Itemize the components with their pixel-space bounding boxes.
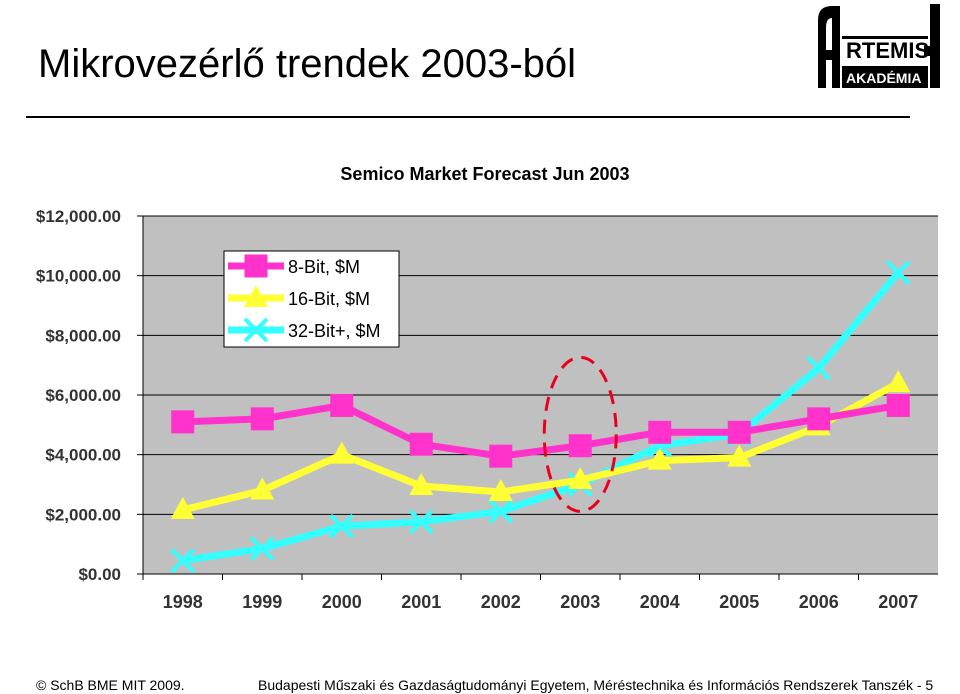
data-point-x [408, 509, 434, 535]
x-tick-label: 2001 [401, 592, 441, 612]
x-tick-label: 2000 [322, 592, 362, 612]
footer-copyright: © SchB BME MIT 2009. [36, 677, 185, 693]
data-point-triangle [647, 447, 672, 470]
data-point-triangle [727, 444, 752, 467]
data-point-x [170, 548, 196, 573]
data-point-square [250, 407, 274, 431]
data-point-triangle [170, 496, 195, 519]
footer-institution: Budapesti Műszaki és Gazdaságtudományi E… [258, 677, 934, 693]
data-point-triangle [244, 285, 268, 307]
data-point-triangle [488, 478, 513, 501]
y-tick-label: $12,000.00 [36, 207, 121, 226]
x-tick-label: 2004 [640, 592, 680, 612]
data-point-square [886, 393, 910, 417]
highlight-ellipse [542, 355, 618, 513]
data-point-x [329, 513, 355, 539]
data-point-x [243, 317, 269, 343]
x-tick-label: 1999 [242, 592, 282, 612]
y-tick-label: $6,000.00 [45, 386, 121, 405]
series-line [181, 379, 900, 514]
data-point-x [249, 536, 275, 562]
y-tick-label: $2,000.00 [45, 505, 121, 524]
data-point-x [885, 260, 911, 286]
x-tick-label: 2003 [560, 592, 600, 612]
data-point-triangle [886, 370, 911, 393]
data-point-square [409, 432, 433, 456]
data-point-square [807, 407, 831, 431]
legend-entry: 32-Bit+, $M [228, 317, 381, 343]
data-point-square [330, 393, 354, 417]
slide-title: Mikrovezérlő trendek 2003-ból [38, 42, 577, 86]
data-point-square [489, 444, 513, 468]
data-point-square [648, 420, 672, 444]
y-tick-label: $0.00 [78, 565, 121, 584]
data-point-triangle [329, 441, 354, 464]
legend-label: 16-Bit, $M [288, 289, 370, 309]
chart-title: Semico Market Forecast Jun 2003 [340, 164, 629, 184]
data-point-triangle [409, 472, 434, 495]
data-point-square [244, 254, 268, 278]
series-line [182, 270, 901, 565]
y-tick-label: $10,000.00 [36, 267, 121, 286]
chart-container: Semico Market Forecast Jun 2003 $0.00 $2,… [0, 130, 960, 624]
legend-label: 32-Bit+, $M [288, 321, 381, 341]
x-tick-label: 2007 [878, 592, 918, 612]
y-tick-label: $8,000.00 [45, 326, 121, 345]
data-point-x [488, 498, 514, 524]
series-8bit [171, 393, 910, 468]
data-point-square [727, 420, 751, 444]
data-point-x [806, 355, 832, 381]
y-tick-label: $4,000.00 [45, 446, 121, 465]
legend-label: 8-Bit, $M [288, 257, 360, 277]
x-tick-label: 2006 [799, 592, 839, 612]
legend-entry: 8-Bit, $M [228, 254, 360, 278]
data-point-triangle [568, 467, 593, 490]
legend-entry: 16-Bit, $M [228, 285, 370, 309]
data-point-square [568, 434, 592, 458]
series-line [182, 401, 899, 460]
logo-sub-text: AKADÉMIA [846, 70, 921, 86]
data-point-triangle [250, 477, 275, 500]
title-divider [26, 116, 910, 118]
logo-main-text: RTEMIS [846, 38, 929, 63]
market-forecast-chart: Semico Market Forecast Jun 2003 $0.00 $2,… [0, 130, 960, 624]
x-tick-label: 1998 [163, 592, 203, 612]
artemis-logo: RTEMIS AKADÉMIA [818, 4, 940, 88]
x-tick-label: 2002 [481, 592, 521, 612]
x-tick-label: 2005 [719, 592, 759, 612]
data-point-square [171, 410, 195, 434]
